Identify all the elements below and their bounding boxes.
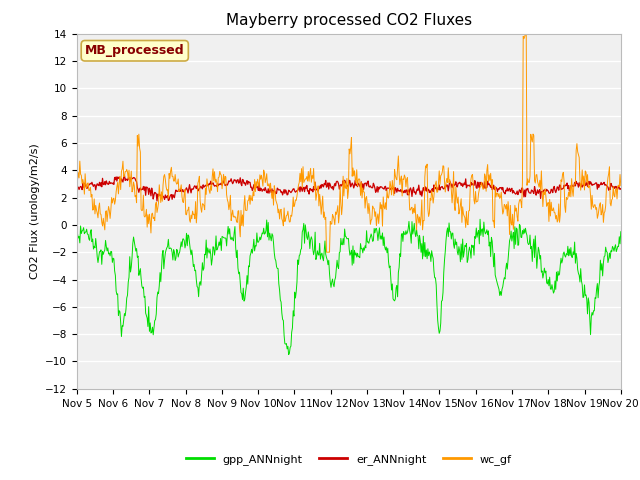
Legend: gpp_ANNnight, er_ANNnight, wc_gf: gpp_ANNnight, er_ANNnight, wc_gf [182, 449, 516, 469]
Text: MB_processed: MB_processed [85, 44, 184, 57]
Y-axis label: CO2 Flux (urology/m2/s): CO2 Flux (urology/m2/s) [29, 144, 40, 279]
Title: Mayberry processed CO2 Fluxes: Mayberry processed CO2 Fluxes [226, 13, 472, 28]
